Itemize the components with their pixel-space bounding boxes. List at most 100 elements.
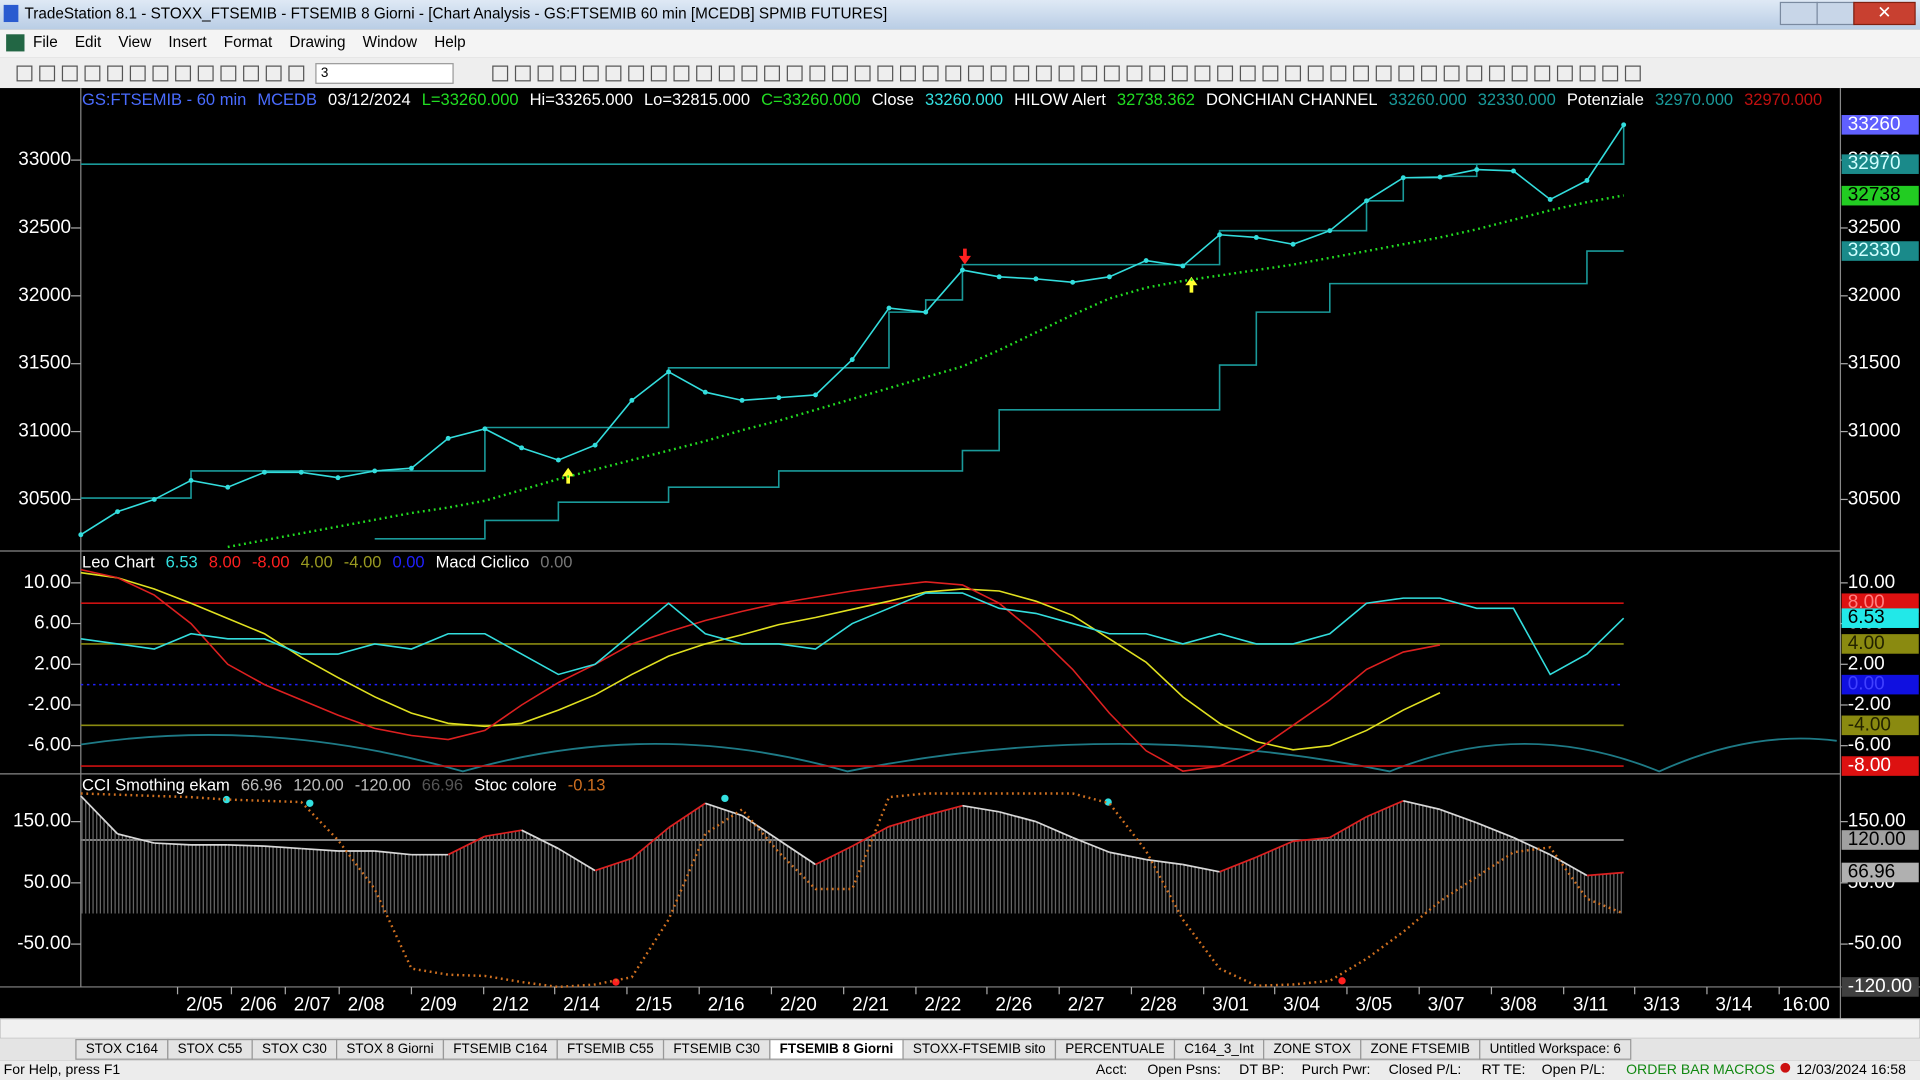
close-button[interactable] — [1853, 1, 1916, 26]
tool-icon[interactable] — [560, 65, 577, 82]
status-macros[interactable]: MACROS — [1713, 1061, 1775, 1077]
price-dot — [996, 274, 1002, 280]
level-label: -4.00 — [1848, 714, 1891, 735]
tool-icon[interactable] — [61, 65, 78, 82]
tool-icon[interactable] — [1171, 65, 1188, 82]
indicator-header: 33260.000 — [925, 90, 1003, 109]
indicator-header: 32970.000 — [1655, 90, 1733, 109]
tool-icon[interactable] — [1035, 65, 1052, 82]
tool-icon[interactable] — [220, 65, 237, 82]
tool-icon[interactable] — [514, 65, 531, 82]
maximize-button[interactable] — [1816, 1, 1855, 26]
menu-item[interactable]: Window — [363, 34, 418, 51]
line-segment — [668, 802, 706, 829]
menu-item[interactable]: Edit — [75, 34, 102, 51]
indicator-header: 03/12/2024 — [328, 90, 411, 109]
menu-item[interactable]: File — [33, 34, 58, 51]
tool-icon[interactable] — [492, 65, 509, 82]
minimize-button[interactable] — [1779, 1, 1818, 26]
tool-icon[interactable] — [1013, 65, 1030, 82]
tool-icon[interactable] — [1058, 65, 1075, 82]
tool-icon[interactable] — [1443, 65, 1460, 82]
line-segment — [815, 845, 853, 866]
menu-item[interactable]: Help — [434, 34, 465, 51]
tool-icon[interactable] — [967, 65, 984, 82]
tool-icon[interactable] — [1579, 65, 1596, 82]
tool-icon[interactable] — [582, 65, 599, 82]
tool-icon[interactable] — [1239, 65, 1256, 82]
tool-icon[interactable] — [786, 65, 803, 82]
menu-item[interactable]: View — [118, 34, 152, 51]
tool-icon[interactable] — [990, 65, 1007, 82]
line-segment — [925, 804, 963, 817]
tool-icon[interactable] — [1511, 65, 1528, 82]
tool-icon[interactable] — [152, 65, 169, 82]
tool-icon[interactable] — [1398, 65, 1415, 82]
tool-icon[interactable] — [854, 65, 871, 82]
tool-icon[interactable] — [1466, 65, 1483, 82]
tool-icon[interactable] — [718, 65, 735, 82]
combo-box[interactable] — [315, 63, 454, 84]
y-tick-label: 33000 — [18, 149, 71, 170]
tool-icon[interactable] — [1194, 65, 1211, 82]
tool-icon[interactable] — [741, 65, 758, 82]
menu-item[interactable]: Insert — [168, 34, 207, 51]
tool-icon[interactable] — [175, 65, 192, 82]
tool-icon[interactable] — [628, 65, 645, 82]
tool-icon[interactable] — [1556, 65, 1573, 82]
tool-icon[interactable] — [650, 65, 667, 82]
tool-icon[interactable] — [1624, 65, 1641, 82]
tab[interactable] — [1479, 1038, 1632, 1060]
scroll-bar[interactable] — [0, 1018, 1920, 1039]
tool-icon[interactable] — [16, 65, 33, 82]
tool-icon[interactable] — [84, 65, 101, 82]
menu-item[interactable]: Drawing — [289, 34, 345, 51]
tool-icon[interactable] — [1353, 65, 1369, 82]
status-order-bar[interactable]: ORDER BAR — [1626, 1061, 1710, 1077]
tool-icon[interactable] — [265, 65, 282, 82]
line-segment — [227, 844, 265, 847]
tool-icon[interactable] — [696, 65, 713, 82]
tool-icon[interactable] — [945, 65, 962, 82]
tool-icon[interactable] — [243, 65, 259, 82]
tool-icon[interactable] — [832, 65, 848, 82]
tool-icon[interactable] — [764, 65, 780, 82]
tool-icon[interactable] — [1103, 65, 1120, 82]
tool-icon[interactable] — [1488, 65, 1505, 82]
price-dot — [849, 357, 855, 363]
combo-value: 3 — [321, 65, 328, 80]
price-dot — [1253, 235, 1259, 240]
line-segment — [1255, 840, 1294, 858]
tool-icon[interactable] — [1534, 65, 1551, 82]
tool-icon[interactable] — [129, 65, 146, 82]
tool-icon[interactable] — [1602, 65, 1619, 82]
tool-icon[interactable] — [1421, 65, 1437, 82]
tool-icon[interactable] — [1262, 65, 1279, 82]
status-open-pl: Open P/L: — [1542, 1061, 1605, 1077]
date-label: 2/22 — [924, 994, 961, 1015]
tool-icon[interactable] — [1285, 65, 1302, 82]
tool-icon[interactable] — [537, 65, 554, 82]
tool-icon[interactable] — [1330, 65, 1347, 82]
value-box — [1841, 977, 1919, 997]
tool-icon[interactable] — [39, 65, 56, 82]
tool-icon[interactable] — [922, 65, 939, 82]
tool-icon[interactable] — [1307, 65, 1324, 82]
tool-icon[interactable] — [673, 65, 690, 82]
tool-icon[interactable] — [288, 65, 305, 82]
tool-icon[interactable] — [605, 65, 622, 82]
price-dot — [592, 442, 598, 448]
tool-icon[interactable] — [1081, 65, 1098, 82]
tool-icon[interactable] — [1126, 65, 1143, 82]
tool-icon[interactable] — [107, 65, 124, 82]
price-dot — [519, 445, 525, 451]
tool-icon[interactable] — [197, 65, 214, 82]
tool-icon[interactable] — [1149, 65, 1166, 82]
indicator-header: Close — [872, 90, 914, 109]
menu-item[interactable]: Format — [224, 34, 273, 51]
tool-icon[interactable] — [809, 65, 826, 82]
tool-icon[interactable] — [877, 65, 894, 82]
tool-icon[interactable] — [900, 65, 916, 82]
tool-icon[interactable] — [1375, 65, 1392, 82]
tool-icon[interactable] — [1217, 65, 1234, 82]
